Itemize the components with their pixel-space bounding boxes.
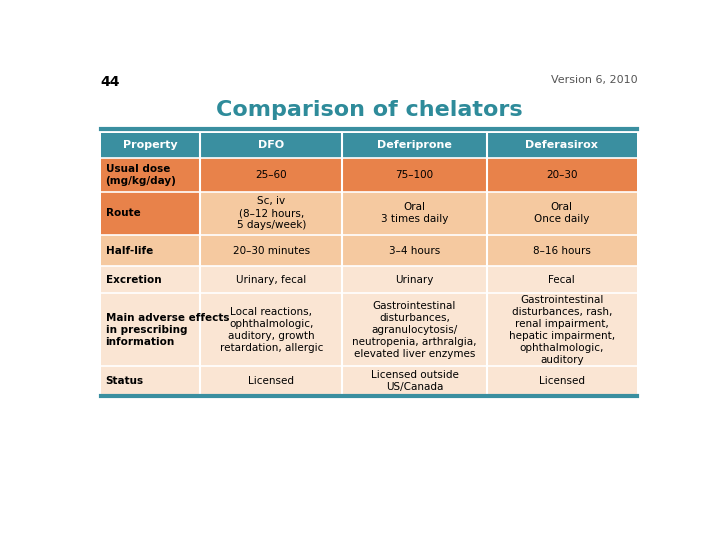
- Text: Gastrointestinal
disturbances,
agranulocytosis/
neutropenia, arthralgia,
elevate: Gastrointestinal disturbances, agranuloc…: [352, 301, 477, 359]
- Text: 44: 44: [100, 75, 120, 89]
- Bar: [101, 235, 200, 266]
- Bar: [200, 266, 342, 294]
- Bar: [342, 192, 487, 235]
- Bar: [487, 235, 636, 266]
- Text: 3–4 hours: 3–4 hours: [389, 246, 440, 256]
- Bar: [487, 294, 636, 366]
- Text: 8–16 hours: 8–16 hours: [533, 246, 591, 256]
- Text: Half-life: Half-life: [106, 246, 153, 256]
- Bar: [101, 366, 200, 396]
- Bar: [487, 366, 636, 396]
- Text: Fecal: Fecal: [549, 275, 575, 285]
- Bar: [200, 235, 342, 266]
- Text: Sc, iv
(8–12 hours,
5 days/week): Sc, iv (8–12 hours, 5 days/week): [237, 197, 306, 231]
- Text: 20–30 minutes: 20–30 minutes: [233, 246, 310, 256]
- Text: Main adverse effects
in prescribing
information: Main adverse effects in prescribing info…: [106, 313, 229, 347]
- Bar: [200, 192, 342, 235]
- Text: Deferiprone: Deferiprone: [377, 140, 452, 151]
- Text: DFO: DFO: [258, 140, 284, 151]
- Bar: [487, 158, 636, 192]
- Bar: [342, 158, 487, 192]
- Bar: [342, 266, 487, 294]
- Text: Local reactions,
ophthalmologic,
auditory, growth
retardation, allergic: Local reactions, ophthalmologic, auditor…: [220, 307, 323, 353]
- Text: Licensed: Licensed: [248, 376, 294, 386]
- Bar: [342, 133, 487, 158]
- Bar: [101, 294, 200, 366]
- Text: Deferasirox: Deferasirox: [526, 140, 598, 151]
- Text: Usual dose
(mg/kg/day): Usual dose (mg/kg/day): [106, 164, 176, 186]
- Bar: [342, 294, 487, 366]
- Bar: [101, 266, 200, 294]
- Text: Licensed outside
US/Canada: Licensed outside US/Canada: [371, 370, 459, 392]
- Text: 75–100: 75–100: [395, 170, 433, 180]
- Text: Oral
3 times daily: Oral 3 times daily: [381, 202, 449, 225]
- Bar: [101, 158, 200, 192]
- Text: 20–30: 20–30: [546, 170, 577, 180]
- Text: Oral
Once daily: Oral Once daily: [534, 202, 590, 225]
- Text: Excretion: Excretion: [106, 275, 161, 285]
- Text: Property: Property: [123, 140, 178, 151]
- Text: Gastrointestinal
disturbances, rash,
renal impairment,
hepatic impairment,
ophth: Gastrointestinal disturbances, rash, ren…: [509, 295, 615, 365]
- Bar: [200, 366, 342, 396]
- Bar: [101, 133, 200, 158]
- Bar: [101, 192, 200, 235]
- Bar: [200, 294, 342, 366]
- Bar: [487, 266, 636, 294]
- Bar: [200, 158, 342, 192]
- Text: 25–60: 25–60: [256, 170, 287, 180]
- Text: Version 6, 2010: Version 6, 2010: [552, 75, 638, 85]
- Text: Licensed: Licensed: [539, 376, 585, 386]
- Bar: [342, 366, 487, 396]
- Text: Comparison of chelators: Comparison of chelators: [216, 100, 522, 120]
- Text: Status: Status: [106, 376, 144, 386]
- Bar: [342, 235, 487, 266]
- Text: Route: Route: [106, 208, 140, 219]
- Bar: [487, 192, 636, 235]
- Text: Urinary, fecal: Urinary, fecal: [236, 275, 307, 285]
- Text: Urinary: Urinary: [395, 275, 433, 285]
- Bar: [200, 133, 342, 158]
- Bar: [487, 133, 636, 158]
